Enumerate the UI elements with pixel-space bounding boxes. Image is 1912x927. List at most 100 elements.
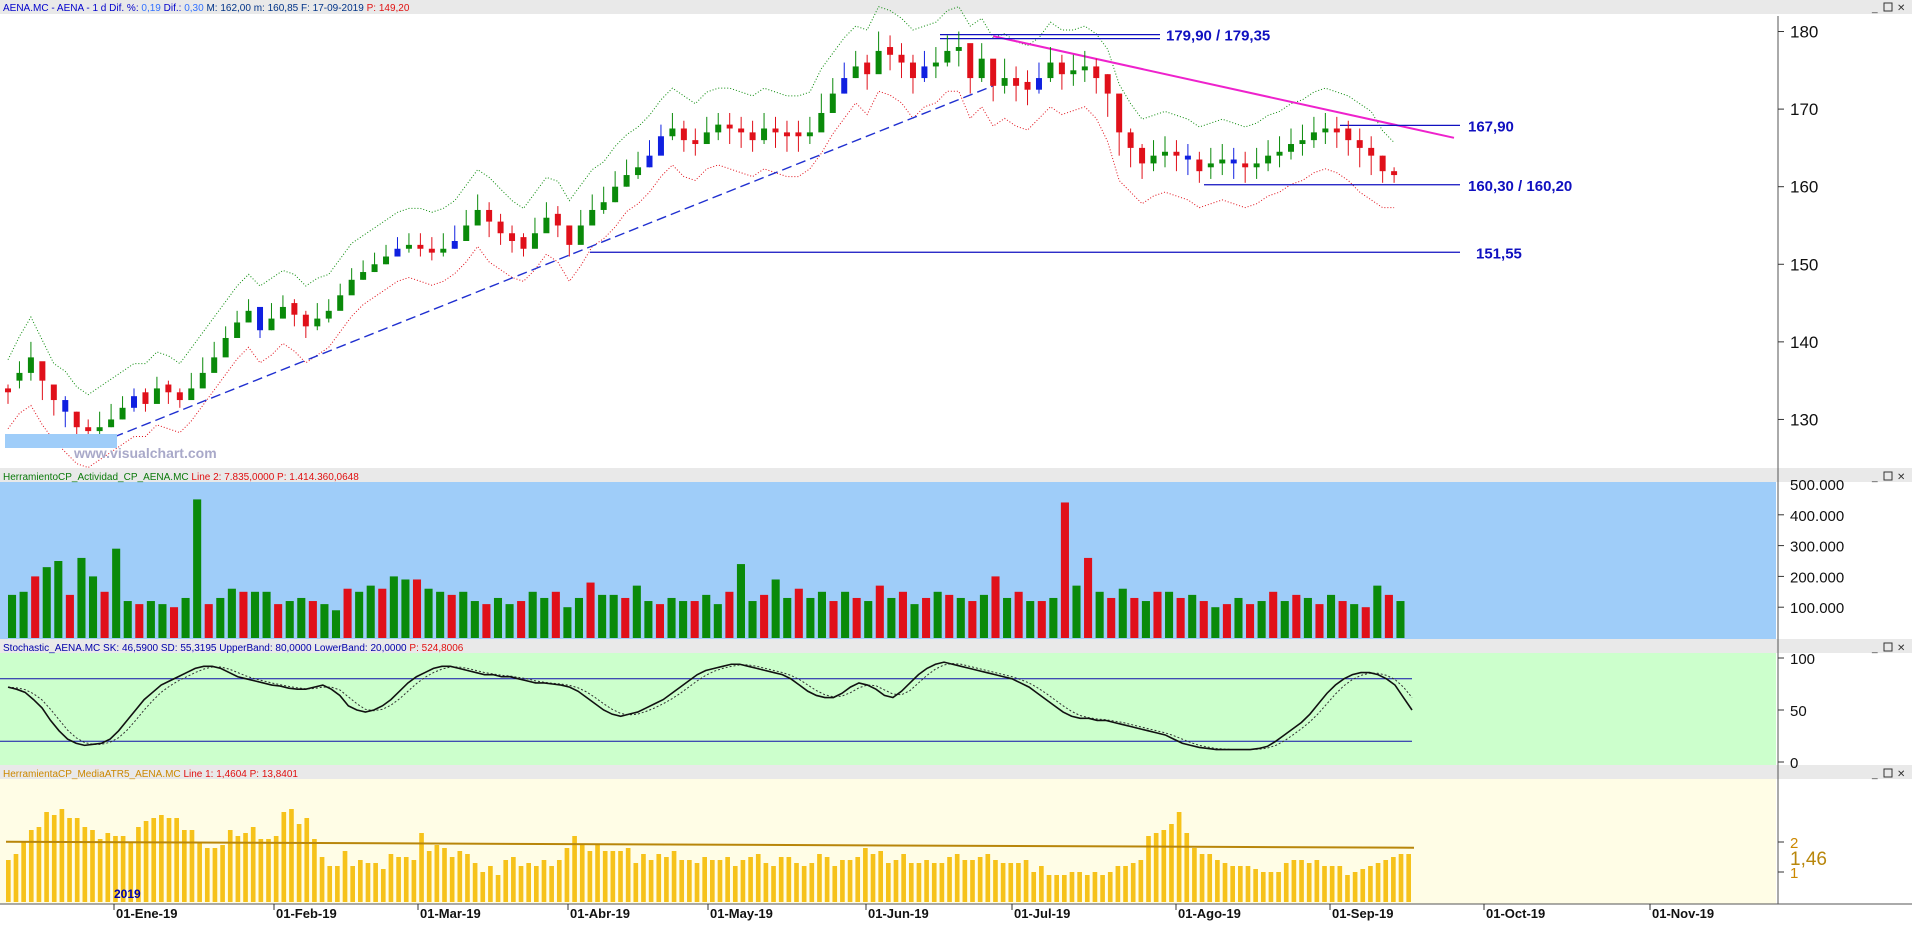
price-tick-label: 160 xyxy=(1790,178,1818,197)
atr-bar xyxy=(128,842,134,902)
atr-bar xyxy=(1077,872,1082,902)
atr-bar xyxy=(227,830,233,902)
atr-title-bar xyxy=(0,765,1912,779)
volume-bar xyxy=(528,591,537,638)
atr-bar xyxy=(748,857,753,902)
volume-bar xyxy=(806,597,815,638)
atr-bar xyxy=(1276,872,1281,902)
volume-tick-label: 100.000 xyxy=(1790,600,1844,617)
atr-bar xyxy=(266,839,271,902)
candle-body xyxy=(1035,78,1042,90)
atr-bar xyxy=(396,857,401,902)
candle-body xyxy=(405,244,412,249)
atr-bar xyxy=(1291,860,1297,902)
atr-bar xyxy=(120,836,126,902)
volume-bar xyxy=(655,604,665,638)
price-window-controls[interactable]: _ ✕ xyxy=(1871,2,1905,14)
atr-bar xyxy=(1130,863,1136,902)
volume-bar xyxy=(586,582,595,638)
volume-bar xyxy=(1327,594,1336,638)
maximize-icon[interactable] xyxy=(1883,768,1893,778)
candle-body xyxy=(1024,81,1031,90)
volume-bar xyxy=(1257,601,1266,638)
volume-bar xyxy=(285,601,294,638)
volume-window-controls[interactable]: _ ✕ xyxy=(1871,471,1905,483)
minimize-icon[interactable]: _ xyxy=(1871,643,1878,654)
close-icon[interactable]: ✕ xyxy=(1897,472,1905,483)
atr-bar xyxy=(380,869,386,902)
volume-bar xyxy=(771,579,780,638)
candle-body xyxy=(108,419,115,428)
atr-bar xyxy=(817,854,822,902)
volume-bar xyxy=(1072,585,1081,638)
atr-bar xyxy=(403,857,409,902)
volume-bar xyxy=(1338,601,1347,638)
stochastic-panel xyxy=(0,661,1413,751)
atr-window-controls[interactable]: _ ✕ xyxy=(1871,768,1905,780)
stochastic-title-bar xyxy=(0,639,1912,653)
atr-bar xyxy=(281,812,287,902)
minimize-icon[interactable]: _ xyxy=(1871,769,1878,780)
volume-bar xyxy=(19,591,28,638)
candle-body xyxy=(1001,78,1008,86)
volume-bar xyxy=(100,591,109,638)
atr-bar xyxy=(1146,836,1151,902)
maximize-icon[interactable] xyxy=(1883,2,1893,12)
candle-body xyxy=(1391,171,1398,176)
atr-bar xyxy=(319,857,325,902)
close-icon[interactable]: ✕ xyxy=(1897,769,1905,780)
volume-bar xyxy=(470,601,479,638)
volume-bar xyxy=(1130,597,1139,638)
candle-body xyxy=(119,407,126,420)
atr-bar xyxy=(732,866,738,902)
atr-bar xyxy=(832,866,838,902)
atr-bar xyxy=(143,821,149,902)
minimize-icon[interactable]: _ xyxy=(1871,3,1878,14)
close-icon[interactable]: ✕ xyxy=(1897,3,1905,14)
date-tick-label: 01-May-19 xyxy=(710,906,773,921)
atr-bar xyxy=(1000,863,1006,902)
atr-bar xyxy=(870,854,876,902)
volume-bar xyxy=(181,597,190,638)
atr-bar xyxy=(970,860,975,902)
atr-bar xyxy=(564,848,570,902)
candle-body xyxy=(199,372,206,389)
volume-bar xyxy=(308,601,317,638)
volume-bar xyxy=(1396,601,1405,638)
candle-body xyxy=(371,264,378,273)
candle-body xyxy=(657,136,664,156)
atr-bar xyxy=(1169,824,1174,902)
atr-bar xyxy=(740,860,746,902)
candle-body xyxy=(1196,159,1203,172)
atr-bar xyxy=(1161,830,1167,902)
atr-bar xyxy=(113,836,118,902)
volume-bar xyxy=(679,601,688,638)
candle-body xyxy=(921,66,928,79)
candle-body xyxy=(27,357,34,373)
volume-bar xyxy=(505,604,514,638)
atr-bar xyxy=(901,854,906,902)
volume-bar xyxy=(551,591,560,638)
atr-bar xyxy=(1008,863,1014,902)
volume-bar xyxy=(482,604,491,638)
support-trendline xyxy=(99,85,994,444)
candle-body xyxy=(1093,66,1100,79)
volume-bar xyxy=(1141,601,1150,638)
atr-bar xyxy=(824,857,830,902)
close-icon[interactable]: ✕ xyxy=(1897,643,1905,654)
atr-bar xyxy=(1176,812,1182,902)
volume-bar xyxy=(1165,591,1174,638)
candle-body xyxy=(669,128,676,137)
atr-bar xyxy=(579,845,585,902)
atr-bar xyxy=(717,860,723,902)
atr-bar xyxy=(335,866,340,902)
minimize-icon[interactable]: _ xyxy=(1871,472,1878,483)
atr-bar xyxy=(74,818,80,902)
maximize-icon[interactable] xyxy=(1883,642,1893,652)
atr-bar xyxy=(763,863,769,902)
stochastic-window-controls[interactable]: _ ✕ xyxy=(1871,642,1905,654)
maximize-icon[interactable] xyxy=(1883,471,1893,481)
date-tick-label: 01-Sep-19 xyxy=(1332,906,1393,921)
atr-bar xyxy=(549,866,554,902)
